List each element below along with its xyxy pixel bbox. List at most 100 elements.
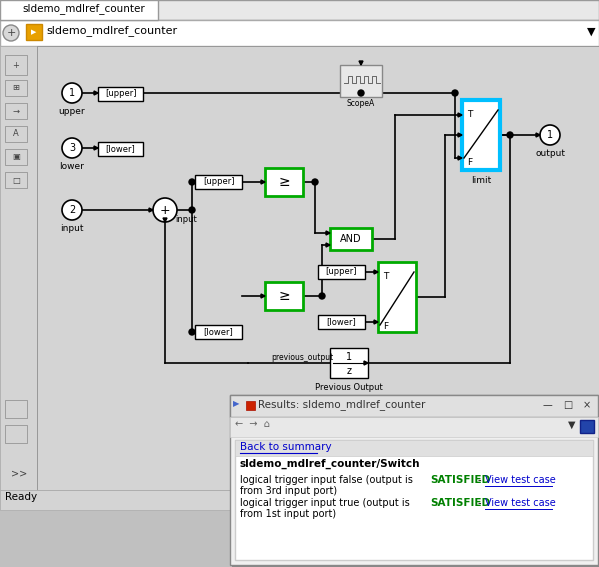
Text: □: □ xyxy=(563,400,572,410)
Polygon shape xyxy=(359,61,363,65)
Bar xyxy=(580,420,594,433)
Text: ▶: ▶ xyxy=(233,399,240,408)
Circle shape xyxy=(62,200,82,220)
Text: 1: 1 xyxy=(346,352,352,362)
Circle shape xyxy=(358,90,364,96)
Text: ▶: ▶ xyxy=(31,29,37,35)
Text: A: A xyxy=(13,129,19,138)
Bar xyxy=(0,0,599,20)
Circle shape xyxy=(507,132,513,138)
Bar xyxy=(5,172,27,188)
Bar xyxy=(5,425,27,443)
Text: SATISFIED: SATISFIED xyxy=(430,498,490,508)
Bar xyxy=(230,417,598,437)
Text: [lower]: [lower] xyxy=(326,317,356,326)
Polygon shape xyxy=(374,320,378,324)
Text: +: + xyxy=(7,28,16,38)
Text: 1: 1 xyxy=(69,88,75,98)
Bar xyxy=(462,100,500,170)
Bar xyxy=(330,348,368,378)
Polygon shape xyxy=(536,133,540,137)
Text: sldemo_mdlref_counter/Switch: sldemo_mdlref_counter/Switch xyxy=(240,459,420,469)
Bar xyxy=(5,400,27,418)
Bar xyxy=(330,228,372,250)
Circle shape xyxy=(62,138,82,158)
Text: ▣: ▣ xyxy=(12,153,20,162)
Bar xyxy=(5,149,27,165)
Text: z: z xyxy=(346,366,352,376)
Polygon shape xyxy=(261,294,265,298)
Text: Ready: Ready xyxy=(5,492,37,502)
Text: T: T xyxy=(383,272,388,281)
Polygon shape xyxy=(94,91,98,95)
Text: [lower]: [lower] xyxy=(204,327,234,336)
Bar xyxy=(0,0,158,20)
Bar xyxy=(265,282,303,310)
Bar xyxy=(37,46,599,490)
Text: lower: lower xyxy=(59,162,84,171)
Bar xyxy=(235,440,593,456)
Text: SATISFIED: SATISFIED xyxy=(430,475,490,485)
Bar xyxy=(340,65,382,97)
Text: +: + xyxy=(160,204,170,217)
Circle shape xyxy=(452,90,458,96)
Text: ScopeA: ScopeA xyxy=(347,99,375,108)
Bar xyxy=(246,401,255,410)
Text: sldemo_mdlref_counter: sldemo_mdlref_counter xyxy=(46,25,177,36)
Bar xyxy=(235,440,593,560)
Bar xyxy=(265,168,303,196)
Polygon shape xyxy=(458,156,462,160)
Text: logical trigger input true (output is: logical trigger input true (output is xyxy=(240,498,410,508)
Polygon shape xyxy=(326,231,330,235)
Bar xyxy=(318,265,365,279)
Bar xyxy=(5,103,27,119)
Text: AND: AND xyxy=(340,234,362,244)
Bar xyxy=(98,87,143,101)
Bar xyxy=(195,175,242,189)
Text: -: - xyxy=(478,498,485,508)
Polygon shape xyxy=(191,330,195,334)
Bar xyxy=(378,262,416,332)
Bar xyxy=(98,142,143,156)
Text: upper: upper xyxy=(59,107,85,116)
Circle shape xyxy=(153,198,177,222)
Text: [lower]: [lower] xyxy=(105,144,135,153)
Polygon shape xyxy=(261,180,265,184)
Text: Results: sldemo_mdlref_counter: Results: sldemo_mdlref_counter xyxy=(258,399,425,410)
Text: □: □ xyxy=(12,176,20,184)
Polygon shape xyxy=(191,180,195,184)
Text: ≥: ≥ xyxy=(278,175,290,189)
Polygon shape xyxy=(94,146,98,150)
Bar xyxy=(0,490,599,510)
Text: F: F xyxy=(383,322,388,331)
Text: ←  →  ⌂: ← → ⌂ xyxy=(235,419,270,429)
Text: from 3rd input port): from 3rd input port) xyxy=(240,486,337,496)
Text: logical trigger input false (output is: logical trigger input false (output is xyxy=(240,475,413,485)
Text: F: F xyxy=(467,158,472,167)
Circle shape xyxy=(319,293,325,299)
Text: ▼: ▼ xyxy=(587,27,595,37)
Circle shape xyxy=(540,125,560,145)
Polygon shape xyxy=(149,208,153,212)
Text: previous_output: previous_output xyxy=(271,353,333,362)
Bar xyxy=(5,55,27,75)
Polygon shape xyxy=(458,113,462,117)
Text: Previous Output: Previous Output xyxy=(315,383,383,392)
Polygon shape xyxy=(163,218,167,222)
Bar xyxy=(0,20,599,46)
Text: ≥: ≥ xyxy=(278,289,290,303)
Text: —: — xyxy=(543,400,553,410)
Text: ⊞: ⊞ xyxy=(13,83,20,92)
Circle shape xyxy=(189,207,195,213)
Bar xyxy=(5,126,27,142)
Text: 1: 1 xyxy=(547,130,553,140)
Circle shape xyxy=(189,329,195,335)
Text: -: - xyxy=(478,475,485,485)
Bar xyxy=(26,24,42,40)
Text: [upper]: [upper] xyxy=(202,177,234,186)
Text: T: T xyxy=(467,110,473,119)
Text: [upper]: [upper] xyxy=(326,267,357,276)
Text: >>: >> xyxy=(11,469,27,479)
Text: sldemo_mdlref_counter: sldemo_mdlref_counter xyxy=(22,3,145,14)
Text: View test case: View test case xyxy=(485,498,556,508)
